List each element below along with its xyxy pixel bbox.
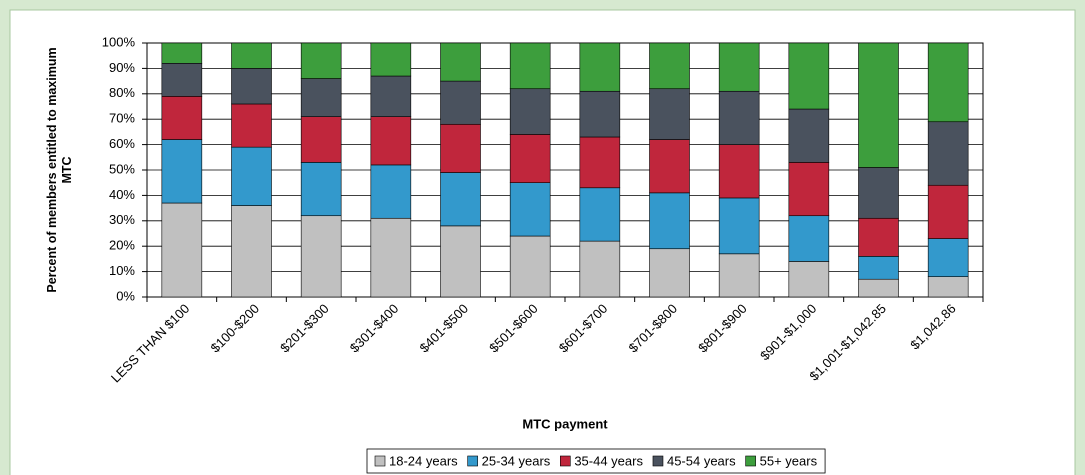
bar-segment	[579, 187, 621, 242]
bar-segment	[161, 202, 203, 298]
legend-swatch	[467, 455, 478, 467]
bar-segment	[788, 261, 830, 298]
bar-segment	[927, 42, 969, 123]
legend-swatch	[745, 455, 756, 467]
bar-segment	[649, 88, 690, 140]
bar-segment	[440, 80, 481, 125]
bar-segment	[718, 197, 760, 255]
y-tick-label: 20%	[109, 238, 135, 253]
bar-segment	[370, 217, 412, 298]
bar-segment	[231, 205, 272, 298]
bar-segment	[718, 90, 760, 145]
bar-segment	[161, 96, 203, 140]
legend-swatch	[652, 455, 664, 467]
bar-segment	[370, 164, 412, 219]
bar-segment	[440, 42, 481, 82]
bar-segment	[300, 215, 342, 298]
bar-segment	[300, 78, 342, 117]
y-tick-label: 70%	[109, 111, 135, 126]
bar-segment	[440, 225, 481, 298]
bar-segment	[231, 103, 272, 148]
y-tick-label: 60%	[109, 136, 135, 151]
y-tick-label: 100%	[102, 34, 136, 49]
bar-segment	[161, 139, 203, 204]
bar-segment	[509, 235, 551, 298]
bar-segment	[927, 121, 969, 186]
y-tick-label: 90%	[109, 60, 135, 75]
legend-swatch	[374, 455, 386, 467]
bar-segment	[579, 90, 621, 138]
bar-segment	[927, 184, 969, 239]
bar-segment	[509, 88, 551, 135]
bar-segment	[788, 108, 830, 163]
bar-segment	[788, 162, 830, 217]
legend-swatch	[560, 455, 571, 467]
bar-segment	[509, 182, 551, 237]
bar-segment	[649, 192, 690, 250]
bar-segment	[579, 42, 621, 92]
bar-segment	[858, 278, 899, 298]
bar-segment	[788, 215, 830, 262]
bar-segment	[161, 42, 203, 64]
y-tick-label: 50%	[109, 161, 135, 176]
bar-segment	[370, 75, 412, 117]
bar-segment	[718, 253, 760, 298]
bar-segment	[858, 217, 899, 257]
bar-segment	[300, 42, 342, 79]
legend-label: 18-24 years	[389, 453, 458, 468]
bar-segment	[858, 256, 899, 280]
bar-segment	[509, 134, 551, 184]
bar-segment	[718, 42, 760, 92]
bar-segment	[231, 146, 272, 206]
bar-segment	[788, 42, 830, 110]
bar-segment	[231, 42, 272, 69]
bar-segment	[858, 167, 899, 219]
y-tick-label: 40%	[109, 187, 135, 202]
legend-label: 55+ years	[760, 453, 818, 468]
bar-segment	[161, 63, 203, 97]
bar-segment	[300, 162, 342, 217]
bar-segment	[649, 42, 690, 90]
bar-segment	[927, 238, 969, 277]
bar-segment	[509, 42, 551, 90]
bar-segment	[440, 172, 481, 227]
y-tick-label: 0%	[116, 288, 135, 303]
bar-segment	[370, 42, 412, 77]
bar-segment	[231, 68, 272, 105]
x-axis-title: MTC payment	[522, 416, 608, 431]
legend-label: 35-44 years	[574, 453, 643, 468]
bar-segment	[718, 144, 760, 199]
bar-segment	[440, 123, 481, 173]
legend-label: 45-54 years	[667, 453, 736, 468]
bar-segment	[370, 116, 412, 166]
bar-segment	[858, 42, 899, 168]
bar-segment	[649, 139, 690, 194]
y-tick-label: 80%	[109, 85, 135, 100]
bar-segment	[300, 116, 342, 163]
y-axis-title: Percent of members entitled to maximum M…	[45, 47, 74, 293]
y-tick-label: 30%	[109, 212, 135, 227]
bar-segment	[579, 136, 621, 189]
legend-label: 25-34 years	[482, 453, 551, 468]
bar-segment	[579, 240, 621, 298]
bar-segment	[649, 248, 690, 298]
bar-segment	[927, 276, 969, 298]
y-tick-label: 10%	[109, 263, 135, 278]
